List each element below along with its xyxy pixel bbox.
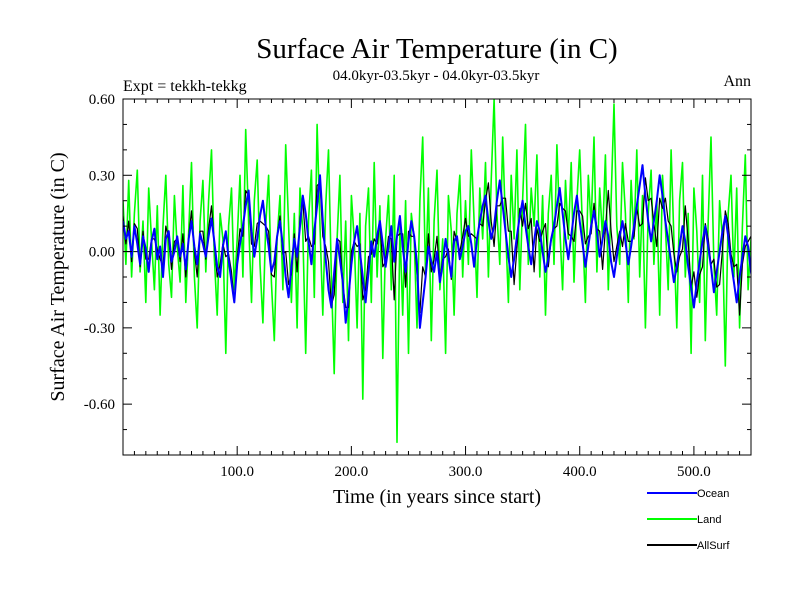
y-tick-label: 0.00 xyxy=(89,245,115,261)
season-label: Ann xyxy=(723,73,751,90)
y-axis-label: Surface Air Temperature (in C) xyxy=(47,152,69,401)
plot-area xyxy=(123,99,751,444)
series-line-allsurf xyxy=(123,177,751,316)
legend-label-land: Land xyxy=(697,514,721,526)
y-tick-label: 0.60 xyxy=(89,92,115,108)
y-axis: 0.60 0.30 0.00 -0.30 -0.60 xyxy=(84,92,751,456)
x-tick-label: 400.0 xyxy=(563,464,597,480)
x-tick-label: 200.0 xyxy=(334,464,368,480)
chart-title: Surface Air Temperature (in C) xyxy=(256,33,617,65)
chart-subtitle: 04.0kyr-03.5kyr - 04.0kyr-03.5kyr xyxy=(333,68,540,84)
legend-label-allsurf: AllSurf xyxy=(697,540,730,552)
series-layer xyxy=(123,99,751,444)
legend: Ocean Land AllSurf xyxy=(647,488,730,552)
x-tick-label: 500.0 xyxy=(677,464,711,480)
x-axis: 100.0 200.0 300.0 400.0 500.0 xyxy=(133,99,741,480)
series-line-ocean xyxy=(123,164,751,329)
y-tick-label: 0.30 xyxy=(89,168,115,184)
x-tick-label: 300.0 xyxy=(449,464,483,480)
series-line-land xyxy=(123,99,751,444)
legend-label-ocean: Ocean xyxy=(697,488,729,500)
x-axis-label: Time (in years since start) xyxy=(333,486,541,508)
expt-label: Expt = tekkh-tekkg xyxy=(123,78,247,95)
y-tick-label: -0.30 xyxy=(84,321,115,337)
x-tick-label: 100.0 xyxy=(220,464,254,480)
y-tick-label: -0.60 xyxy=(84,397,115,413)
